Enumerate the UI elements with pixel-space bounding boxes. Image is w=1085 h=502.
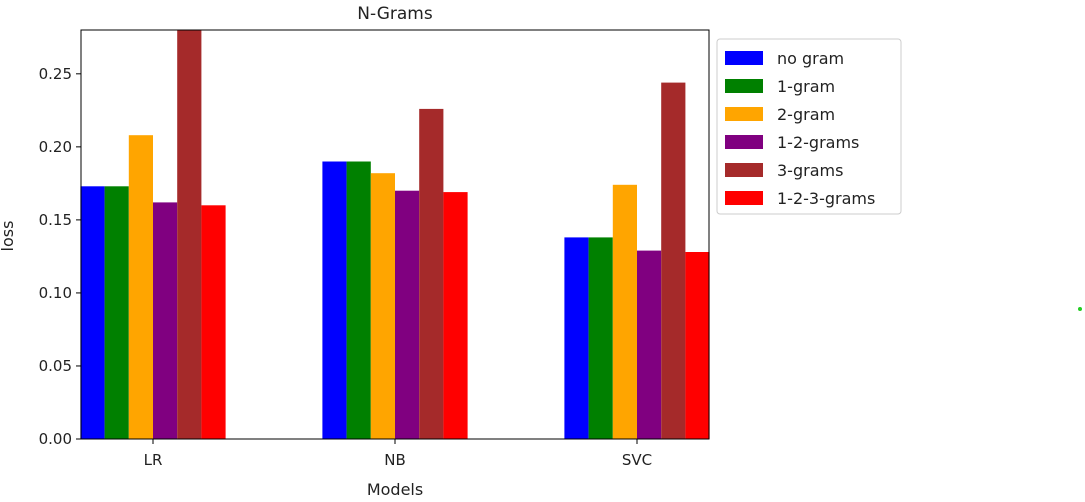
bar-2-gram-NB bbox=[370, 173, 395, 439]
bar-1-gram-NB bbox=[346, 161, 371, 439]
x-tick-label-SVC: SVC bbox=[622, 451, 652, 469]
legend-label-2-gram: 2-gram bbox=[777, 105, 835, 124]
bar-1-2-grams-SVC bbox=[637, 250, 662, 439]
bar-1-2-3-grams-LR bbox=[201, 205, 226, 439]
bar-3-grams-LR bbox=[177, 30, 202, 439]
bar-1-2-3-grams-SVC bbox=[685, 252, 710, 439]
legend-label-1-2-3-grams: 1-2-3-grams bbox=[777, 189, 875, 208]
bar-1-gram-LR bbox=[104, 186, 129, 439]
plot-area-frame bbox=[80, 29, 710, 440]
ticks-group: 0.00 0.05 0.10 0.15 0.20 0.25 LR NB SVC bbox=[39, 65, 653, 469]
bar-no-gram-SVC bbox=[564, 237, 589, 439]
y-tick-label: 0.10 bbox=[39, 284, 72, 302]
y-tick-label: 0.05 bbox=[39, 357, 72, 375]
legend-label-1-2-grams: 1-2-grams bbox=[777, 133, 859, 152]
bar-2-gram-LR bbox=[128, 135, 153, 439]
legend-label-1-gram: 1-gram bbox=[777, 77, 835, 96]
bar-no-gram-LR bbox=[80, 186, 105, 439]
bar-no-gram-NB bbox=[322, 161, 347, 439]
x-tick-label-LR: LR bbox=[144, 451, 163, 469]
y-tick-label: 0.20 bbox=[39, 138, 72, 156]
y-axis-label: loss bbox=[0, 221, 17, 252]
legend: no gram 1-gram 2-gram 1-2-grams 3-grams 1-2-3… bbox=[716, 38, 902, 215]
y-tick-label: 0.15 bbox=[39, 211, 72, 229]
y-tick-label: 0.25 bbox=[39, 65, 72, 83]
legend-label-3-grams: 3-grams bbox=[777, 161, 843, 180]
legend-label-no-gram: no gram bbox=[777, 49, 844, 68]
x-tick-label-NB: NB bbox=[384, 451, 406, 469]
legend-swatch-1-2-grams bbox=[725, 135, 763, 149]
legend-swatch-1-2-3-grams bbox=[725, 191, 763, 205]
chart-title: N-Grams bbox=[357, 4, 433, 24]
legend-swatch-no-gram bbox=[725, 51, 763, 65]
bar-1-2-3-grams-NB bbox=[443, 192, 468, 439]
legend-swatch-2-gram bbox=[725, 107, 763, 121]
y-tick-label: 0.00 bbox=[39, 430, 72, 448]
bar-2-gram-SVC bbox=[612, 184, 637, 439]
legend-swatch-3-grams bbox=[725, 163, 763, 177]
bar-1-gram-SVC bbox=[588, 237, 613, 439]
x-axis-label: Models bbox=[367, 480, 423, 499]
legend-swatch-1-gram bbox=[725, 79, 763, 93]
bars-group bbox=[80, 30, 710, 440]
bar-1-2-grams-NB bbox=[395, 190, 420, 439]
bar-3-grams-SVC bbox=[661, 82, 686, 439]
green-dot bbox=[1078, 307, 1082, 311]
bar-3-grams-NB bbox=[419, 108, 444, 440]
bar-1-2-grams-LR bbox=[153, 202, 178, 439]
